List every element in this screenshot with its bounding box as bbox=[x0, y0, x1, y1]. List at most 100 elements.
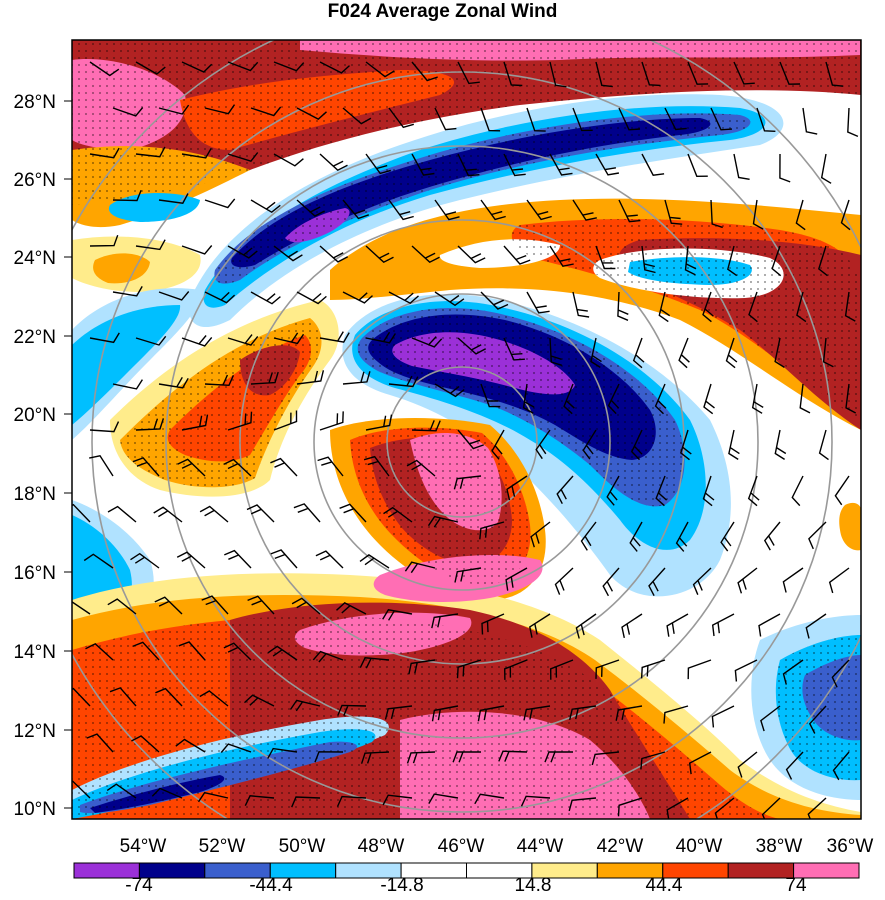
wind-barb bbox=[434, 199, 460, 221]
wind-barb bbox=[273, 410, 298, 431]
wind-barb bbox=[244, 795, 275, 807]
range-ring bbox=[386, 366, 538, 518]
wind-barb bbox=[132, 457, 160, 477]
wind-barb bbox=[549, 61, 567, 88]
wind-barb bbox=[314, 751, 344, 763]
wind-barb bbox=[752, 199, 764, 230]
wind-barb bbox=[175, 738, 206, 753]
lat-label: 24°N bbox=[14, 248, 56, 269]
wind-barb bbox=[549, 153, 573, 176]
wind-barb bbox=[270, 549, 298, 569]
wind-barb bbox=[72, 503, 91, 523]
wind-barb bbox=[506, 475, 528, 501]
wind-barb bbox=[845, 383, 857, 414]
wind-barb bbox=[382, 609, 413, 621]
wind-barb bbox=[181, 147, 212, 159]
wind-barb bbox=[365, 245, 394, 264]
wind-barb bbox=[342, 291, 373, 304]
wind-barb bbox=[457, 153, 480, 177]
wind-barb bbox=[365, 414, 393, 431]
map-title: F024 Average Zonal Wind bbox=[327, 1, 558, 22]
wind-barb bbox=[535, 429, 551, 460]
wind-barb bbox=[726, 245, 738, 277]
wind-barb bbox=[406, 459, 436, 477]
wind-barb bbox=[640, 659, 666, 679]
map-frame bbox=[71, 39, 862, 820]
wind-barb bbox=[177, 458, 206, 477]
wind-barb bbox=[530, 521, 551, 548]
wind-barb bbox=[844, 291, 856, 322]
wind-barb bbox=[618, 199, 641, 223]
lon-label: 44°W bbox=[517, 836, 564, 857]
wind-barb bbox=[503, 337, 525, 361]
wind-barb bbox=[319, 411, 344, 431]
wind-barb bbox=[246, 504, 275, 523]
lon-label: 54°W bbox=[120, 836, 167, 857]
wind-barb bbox=[774, 337, 785, 368]
wind-barb bbox=[711, 613, 735, 637]
wind-barb bbox=[342, 107, 372, 125]
wind-barb bbox=[791, 475, 804, 507]
wind-barb bbox=[503, 61, 523, 87]
wind-barb bbox=[692, 567, 712, 595]
wind-barb bbox=[244, 694, 275, 707]
wind-shading bbox=[72, 40, 861, 819]
wind-barb bbox=[818, 429, 829, 461]
wind-barb bbox=[817, 245, 828, 277]
wind-barb bbox=[289, 699, 321, 712]
wind-barb bbox=[526, 291, 550, 314]
wind-barb bbox=[595, 153, 620, 176]
wind-barb bbox=[630, 429, 643, 461]
lat-label: 18°N bbox=[14, 484, 56, 505]
wind-barb bbox=[204, 104, 236, 115]
lat-label: 16°N bbox=[14, 563, 56, 584]
wind-barb bbox=[779, 153, 791, 183]
wind-barb bbox=[132, 641, 160, 661]
wind-barb bbox=[728, 429, 740, 460]
wind-barb bbox=[687, 153, 708, 178]
wind-barb bbox=[505, 567, 528, 591]
wind-barb bbox=[199, 505, 229, 523]
wind-barb bbox=[591, 751, 620, 766]
wind-barb bbox=[785, 751, 804, 780]
wind-barb bbox=[427, 515, 459, 528]
wind-barb bbox=[554, 567, 574, 595]
wind-barb bbox=[834, 475, 850, 506]
lat-label: 26°N bbox=[14, 170, 56, 191]
lon-label: 36°W bbox=[827, 836, 874, 857]
wind-barb bbox=[679, 429, 692, 461]
wind-barb bbox=[291, 597, 321, 615]
wind-barb bbox=[220, 743, 252, 753]
wind-barb bbox=[526, 107, 546, 132]
wind-barb bbox=[632, 337, 645, 369]
wind-barb bbox=[107, 598, 137, 615]
wind-barb bbox=[480, 291, 509, 310]
colorbar-label: 74 bbox=[785, 875, 807, 896]
wind-barb bbox=[503, 659, 528, 680]
wind-barb bbox=[733, 61, 755, 85]
wind-barb bbox=[595, 659, 620, 679]
lon-label: 48°W bbox=[358, 836, 405, 857]
wind-barb bbox=[89, 421, 120, 433]
wind-barb bbox=[89, 332, 120, 344]
wind-barb bbox=[748, 291, 758, 323]
wind-barb bbox=[688, 751, 712, 775]
wind-barb bbox=[85, 642, 114, 661]
lon-label: 50°W bbox=[279, 836, 326, 857]
wind-barb bbox=[618, 107, 641, 131]
colorbar-label: 14.8 bbox=[515, 875, 552, 896]
wind-barb bbox=[83, 553, 114, 569]
wind-barb bbox=[655, 475, 668, 507]
wind-barb bbox=[771, 245, 782, 277]
wind-barb bbox=[337, 704, 367, 716]
longitude-axis: 54°W 52°W 50°W 48°W 46°W 44°W 42°W 40°W … bbox=[120, 836, 874, 857]
wind-barb bbox=[457, 61, 480, 85]
wind-barb bbox=[384, 705, 413, 720]
wind-barb bbox=[457, 429, 484, 450]
wind-barb bbox=[664, 199, 683, 225]
wind-barb bbox=[684, 245, 697, 276]
wind-barb bbox=[481, 613, 505, 635]
wind-barb bbox=[86, 733, 114, 753]
wind-barb bbox=[112, 286, 143, 297]
